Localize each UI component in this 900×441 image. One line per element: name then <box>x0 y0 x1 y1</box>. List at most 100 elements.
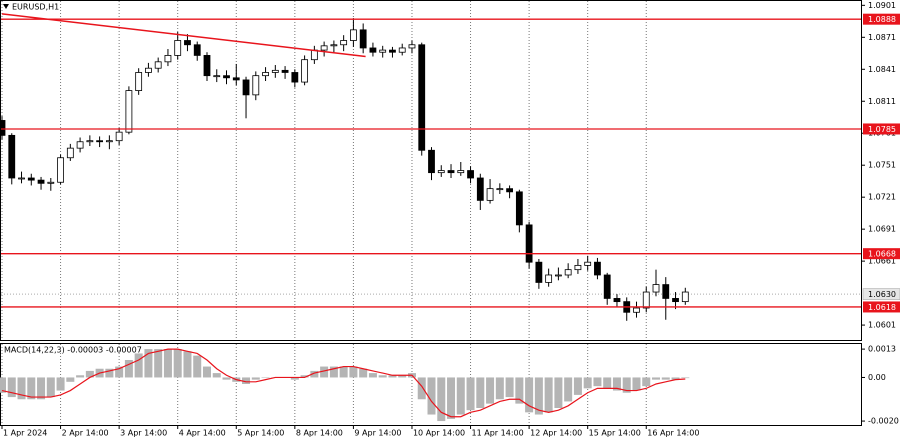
x-tick-label: 2 Apr 14:00 <box>62 429 109 438</box>
macd-bar <box>46 377 55 398</box>
macd-bar <box>486 377 495 404</box>
level-label-box <box>863 123 900 135</box>
x-tick-label: 8 Apr 14:00 <box>296 429 343 438</box>
y-tick-label: 1.0661 <box>868 257 896 266</box>
candle-body <box>125 90 133 133</box>
x-tick-label: 10 Apr 14:00 <box>413 429 465 438</box>
x-tick-label: 5 Apr 14:00 <box>237 429 284 438</box>
macd-bar <box>505 377 514 398</box>
macd-bar <box>476 377 485 408</box>
macd-bar <box>251 377 260 380</box>
candle-body <box>262 72 269 77</box>
macd-title: MACD(14,22,3) -0.00003 -0.00007 <box>4 346 142 355</box>
candle-body <box>652 284 660 293</box>
macd-bar <box>85 370 94 378</box>
macd-bar <box>564 377 573 402</box>
candle-body <box>174 40 182 56</box>
y-tick-label: 1.0871 <box>868 33 896 42</box>
candle-body <box>242 79 250 96</box>
candle-body <box>535 261 543 283</box>
macd-bar <box>661 377 670 380</box>
candle-body <box>486 188 494 201</box>
macd-bar <box>183 351 192 378</box>
candle-body <box>340 40 348 46</box>
x-tick-label: 3 Apr 14:00 <box>120 429 167 438</box>
macd-bar <box>612 377 621 391</box>
candle-body <box>0 120 6 136</box>
candle-body <box>330 44 338 47</box>
candle-body <box>398 47 406 53</box>
macd-bar <box>603 377 612 389</box>
macd-bar <box>37 377 46 400</box>
macd-bar <box>115 366 124 378</box>
level-label: 1.0618 <box>868 303 896 312</box>
macd-bar <box>202 366 211 378</box>
candle-body <box>213 75 221 78</box>
candle-body <box>496 188 504 191</box>
macd-bar <box>652 377 661 380</box>
macd-bar <box>398 375 407 378</box>
macd-bar <box>368 373 377 378</box>
candle-body <box>515 191 523 226</box>
x-tick-label: 1 Apr 2024 <box>3 429 47 438</box>
macd-bar <box>56 377 65 391</box>
macd-bar <box>76 375 85 378</box>
macd-bar <box>124 360 133 378</box>
macd-bar <box>583 377 592 389</box>
candle-body <box>408 44 416 49</box>
macd-bar <box>222 377 231 380</box>
macd-bar <box>632 377 641 391</box>
x-tick-label: 9 Apr 14:00 <box>354 429 401 438</box>
candle-body <box>145 67 152 73</box>
macd-bar <box>466 377 475 411</box>
candle-body <box>76 141 84 149</box>
macd-bar <box>7 377 16 398</box>
macd-bar <box>329 366 338 378</box>
macd-bar <box>495 377 504 400</box>
candle-body <box>369 47 377 53</box>
candle-body <box>574 264 582 271</box>
chart-title: EURUSD,H1 <box>12 3 59 12</box>
level-label-box <box>863 301 900 313</box>
candle-body <box>57 157 64 183</box>
last-price-box <box>862 288 900 300</box>
x-tick-label: 12 Apr 14:00 <box>530 429 582 438</box>
candle-body <box>66 147 74 159</box>
level-label: 1.0888 <box>868 15 896 24</box>
macd-bar <box>17 377 26 400</box>
macd-bar <box>671 377 680 380</box>
macd-bar <box>544 377 553 413</box>
candle-body <box>418 44 426 151</box>
macd-bar <box>261 377 270 378</box>
y-tick-label: 0.00 <box>868 373 886 382</box>
macd-bar <box>681 377 690 379</box>
candle-body <box>271 69 279 73</box>
y-tick-label: 1.0811 <box>868 97 896 106</box>
y-tick-label: 1.0691 <box>868 225 896 234</box>
macd-bar <box>534 377 543 415</box>
candle-body <box>47 181 55 184</box>
macd-bar <box>359 368 368 378</box>
macd-bar <box>554 377 563 408</box>
candle-body <box>291 72 299 83</box>
y-tick-label: 1.0721 <box>868 193 896 202</box>
macd-bar <box>320 366 329 378</box>
candle-body <box>154 61 162 69</box>
macd-bar <box>242 377 251 384</box>
x-tick-label: 11 Apr 14:00 <box>472 429 524 438</box>
macd-bar <box>154 349 163 378</box>
candle-body <box>672 298 679 303</box>
candle-body <box>18 177 25 180</box>
candle-body <box>447 170 455 174</box>
y-tick-label: 1.0841 <box>868 65 896 74</box>
macd-bar <box>134 353 143 378</box>
macd-bar <box>456 377 465 415</box>
macd-bar <box>212 373 221 378</box>
candle-body <box>232 77 240 81</box>
candle-body <box>193 44 201 56</box>
signal-line <box>1 348 686 418</box>
y-tick-label: -0.0020 <box>868 417 899 426</box>
candle-body <box>437 170 445 174</box>
macd-bar <box>105 368 114 378</box>
